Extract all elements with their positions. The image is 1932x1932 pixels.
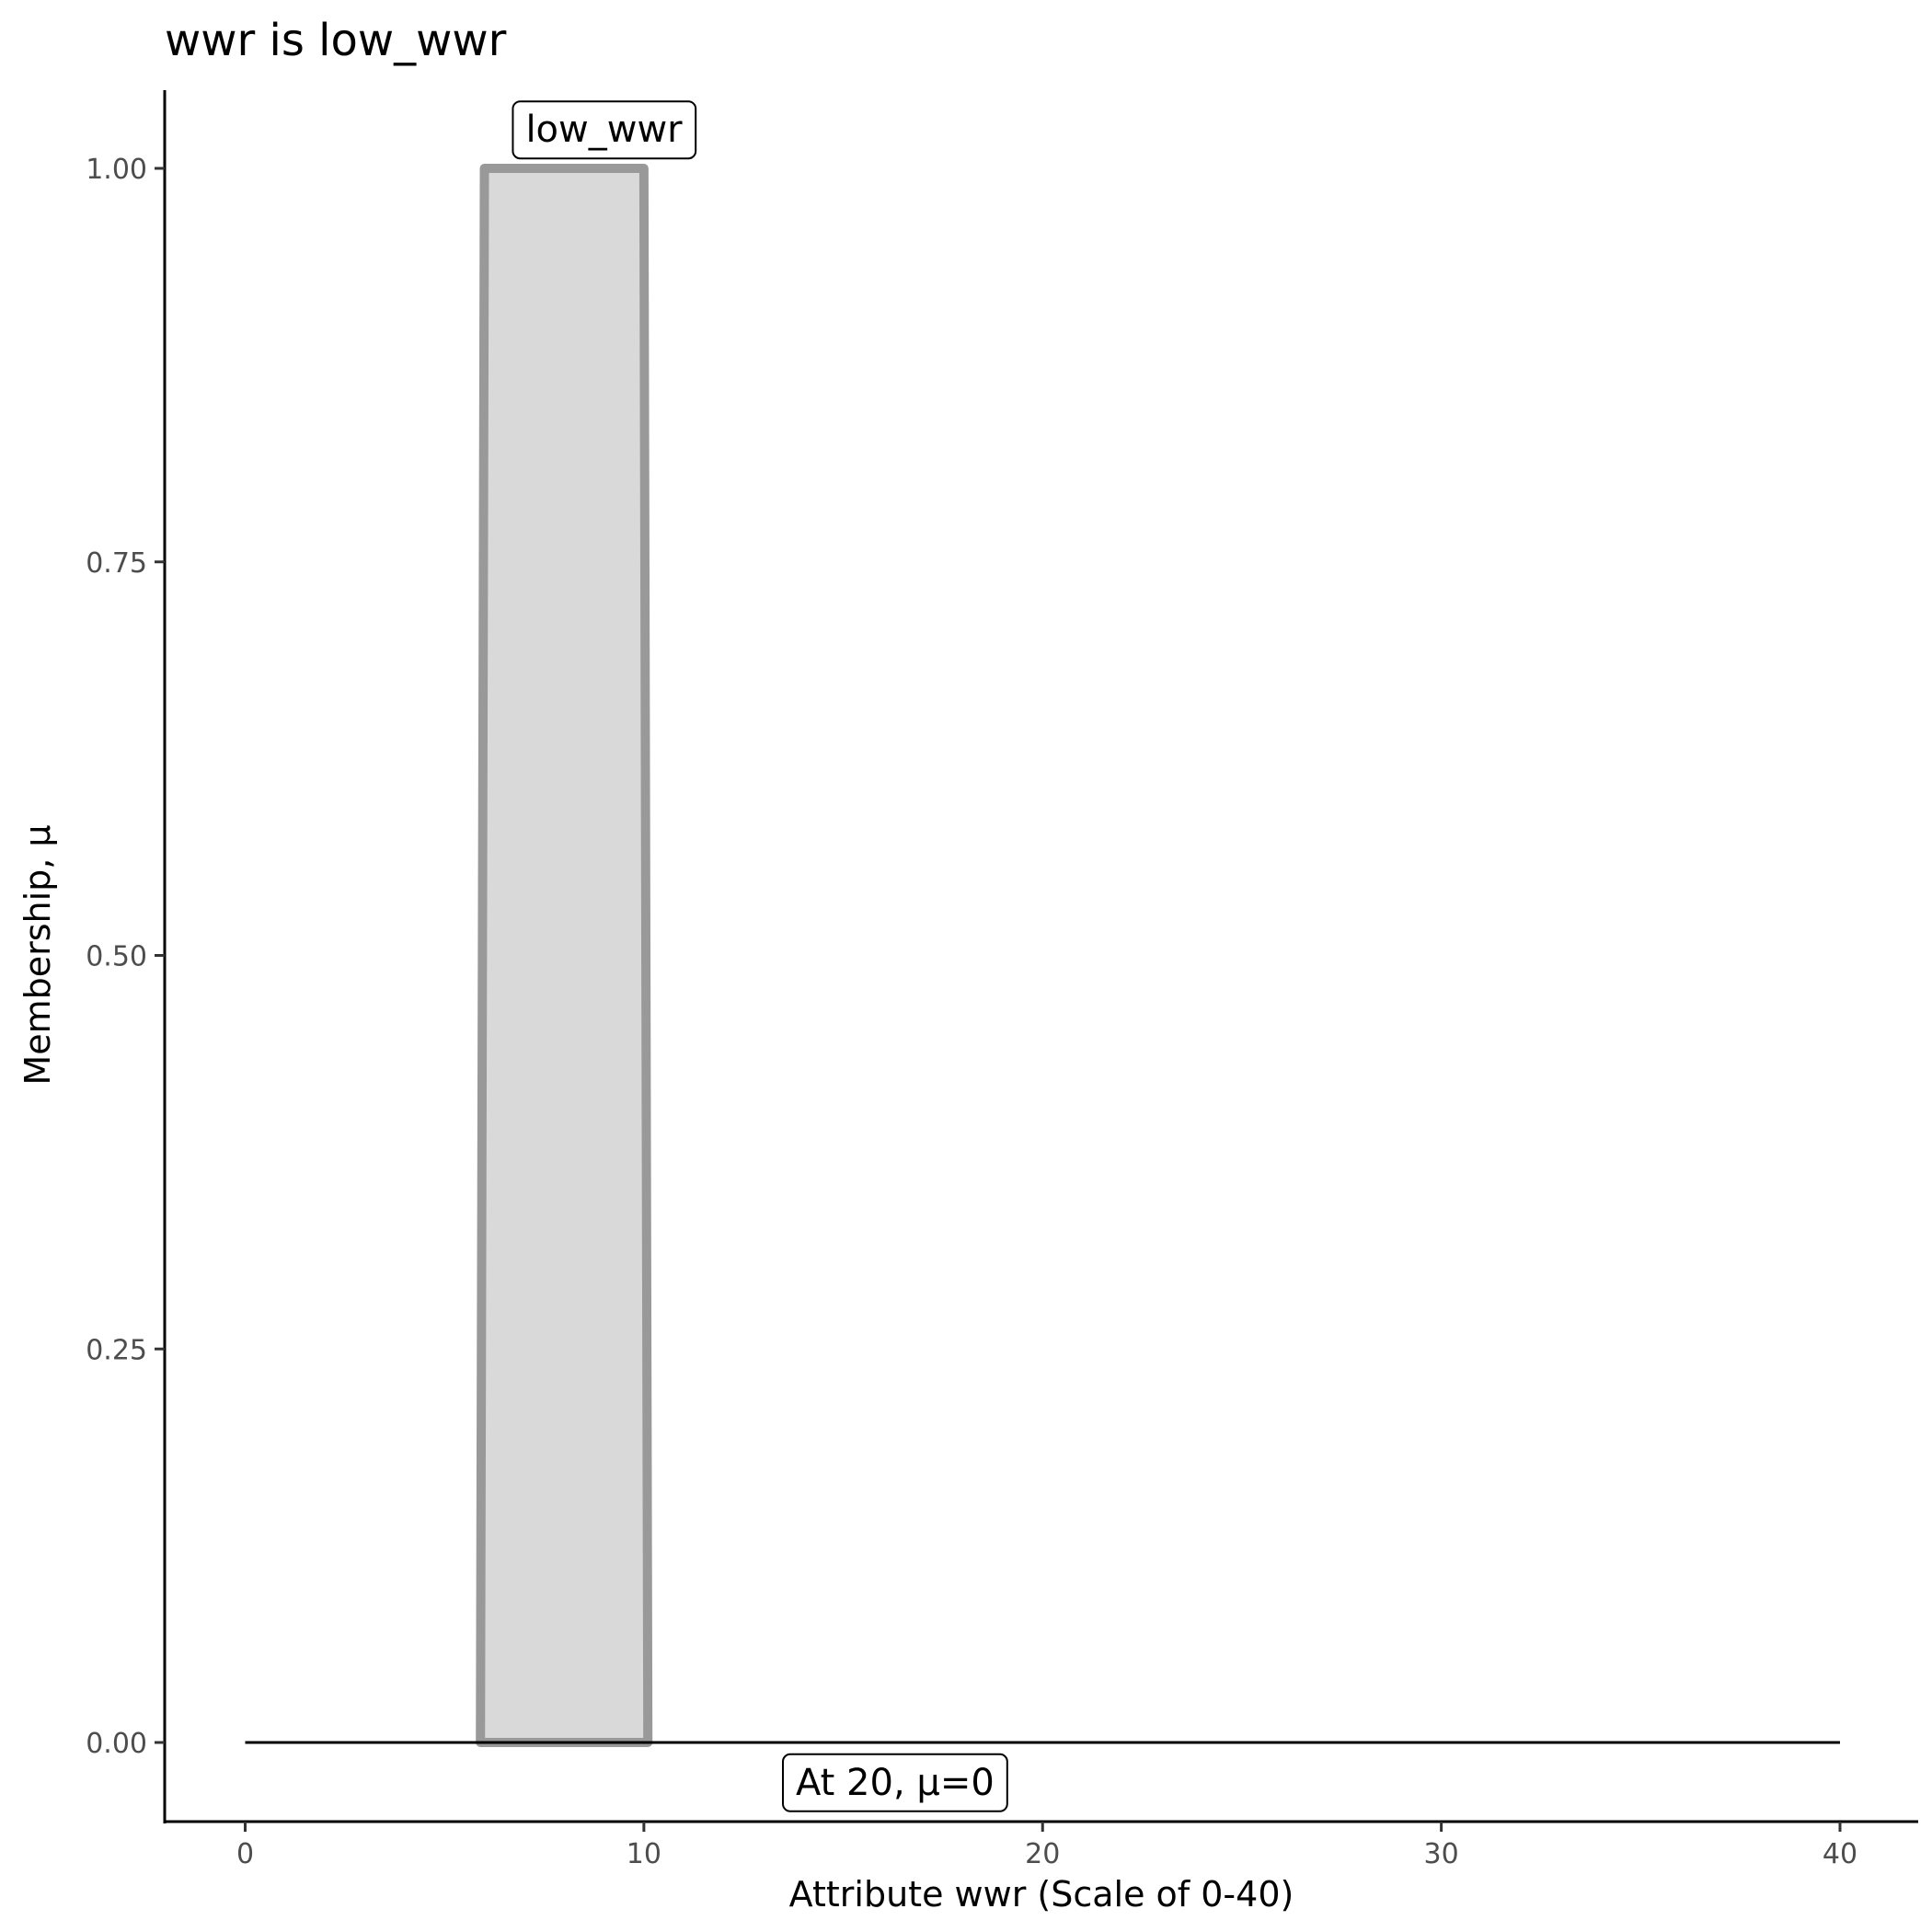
x-tick-label: 40 [1823, 1838, 1857, 1870]
annotation-label: low_wwr [512, 100, 697, 160]
x-tick-label: 20 [1025, 1838, 1060, 1870]
chart-title: wwr is low_wwr [165, 15, 507, 66]
y-tick-label: 0.00 [86, 1728, 147, 1760]
annotations: low_wwr At 20, μ=0 [512, 100, 1008, 1812]
y-ticks: 0.00 0.25 0.50 0.75 1.00 [86, 154, 165, 1760]
x-tick-label: 30 [1424, 1838, 1459, 1870]
x-ticks: 0 10 20 30 40 [236, 1822, 1857, 1870]
y-tick-label: 0.75 [86, 547, 147, 580]
x-axis-title: Attribute wwr (Scale of 0-40) [789, 1874, 1294, 1915]
plot-area [245, 164, 1840, 1747]
annotation-box [781, 1753, 1008, 1812]
x-tick-label: 10 [627, 1838, 661, 1870]
membership-shape-low_wwr [476, 164, 653, 1747]
y-tick-label: 0.50 [86, 941, 147, 973]
y-tick-label: 1.00 [86, 154, 147, 186]
annotation-text: low_wwr [525, 109, 683, 151]
y-tick-label: 0.25 [86, 1334, 147, 1366]
y-axis-title: Membership, μ [17, 824, 58, 1085]
annotation-text: At 20, μ=0 [796, 1762, 995, 1804]
x-tick-label: 0 [236, 1838, 254, 1870]
annotation-label: At 20, μ=0 [781, 1753, 1008, 1812]
annotation-box [512, 100, 697, 160]
